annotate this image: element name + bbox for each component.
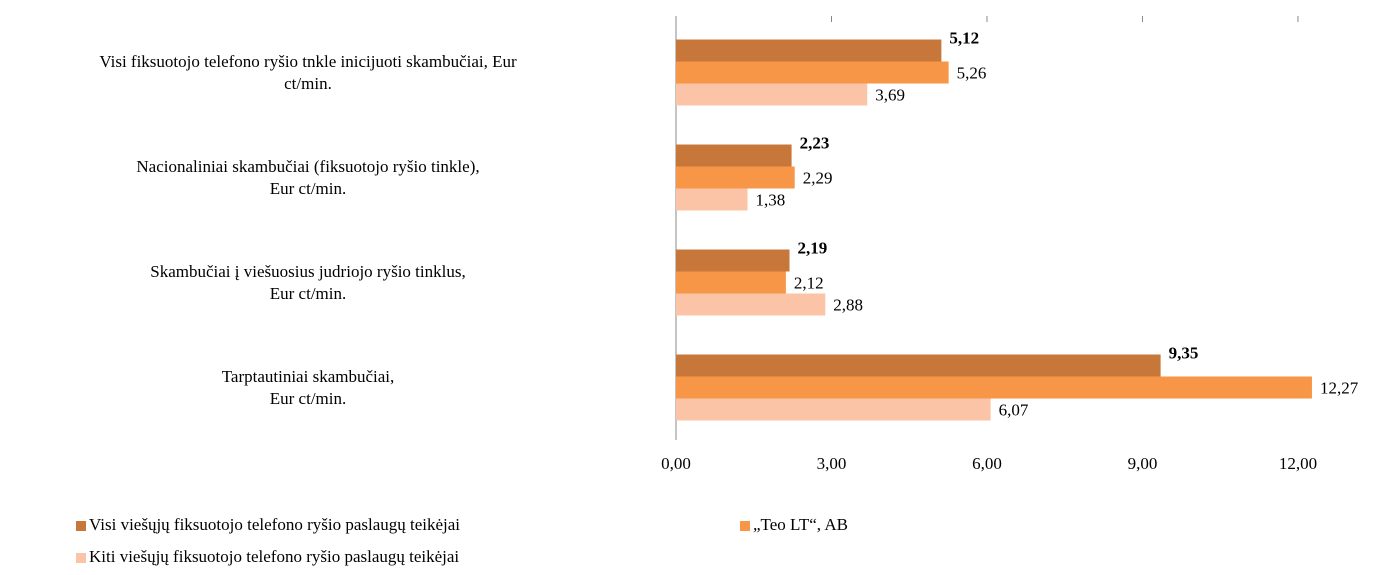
category-label: Tarptautiniai skambučiai, Eur ct/min. bbox=[221, 366, 395, 408]
value-label: 5,12 bbox=[949, 28, 979, 47]
value-label: 3,69 bbox=[875, 86, 905, 105]
bar bbox=[676, 271, 786, 294]
x-tick-label: 12,00 bbox=[1279, 454, 1317, 473]
bar bbox=[676, 166, 795, 189]
x-tick-label: 3,00 bbox=[817, 454, 847, 473]
bar bbox=[676, 354, 1161, 377]
value-label: 1,38 bbox=[756, 191, 786, 210]
legend-swatch bbox=[76, 521, 86, 531]
bar bbox=[676, 39, 942, 62]
category-label: Skambučiai į viešuosius judriojo ryšio t… bbox=[150, 261, 466, 303]
legend-swatch bbox=[76, 553, 86, 563]
x-tick-label: 0,00 bbox=[661, 454, 691, 473]
value-label: 6,07 bbox=[999, 401, 1029, 420]
bar bbox=[676, 398, 991, 421]
bar bbox=[676, 293, 826, 316]
category-label: Visi fiksuotojo telefono ryšio tnkle ini… bbox=[99, 51, 517, 93]
value-label: 2,12 bbox=[794, 274, 824, 293]
value-label: 12,27 bbox=[1320, 379, 1359, 398]
x-tick-label: 6,00 bbox=[972, 454, 1002, 473]
value-label: 2,19 bbox=[798, 238, 828, 257]
category-label: Nacionaliniai skambučiai (fiksuotojo ryš… bbox=[136, 156, 480, 198]
bar bbox=[676, 144, 792, 167]
x-tick-label: 9,00 bbox=[1128, 454, 1158, 473]
value-label: 5,26 bbox=[957, 64, 987, 83]
bar bbox=[676, 376, 1312, 399]
bar bbox=[676, 188, 748, 211]
legend-swatch bbox=[740, 521, 750, 531]
legend-label: Visi viešųjų fiksuotojo telefono ryšio p… bbox=[89, 515, 460, 534]
legend-label: „Teo LT“, AB bbox=[753, 515, 848, 534]
bar bbox=[676, 83, 868, 106]
value-label: 2,88 bbox=[833, 296, 863, 315]
legend-label: Kiti viešųjų fiksuotojo telefono ryšio p… bbox=[89, 547, 459, 566]
value-label: 2,29 bbox=[803, 169, 833, 188]
bar bbox=[676, 61, 949, 84]
value-label: 2,23 bbox=[800, 133, 830, 152]
bar bbox=[676, 249, 790, 272]
value-label: 9,35 bbox=[1169, 343, 1199, 362]
